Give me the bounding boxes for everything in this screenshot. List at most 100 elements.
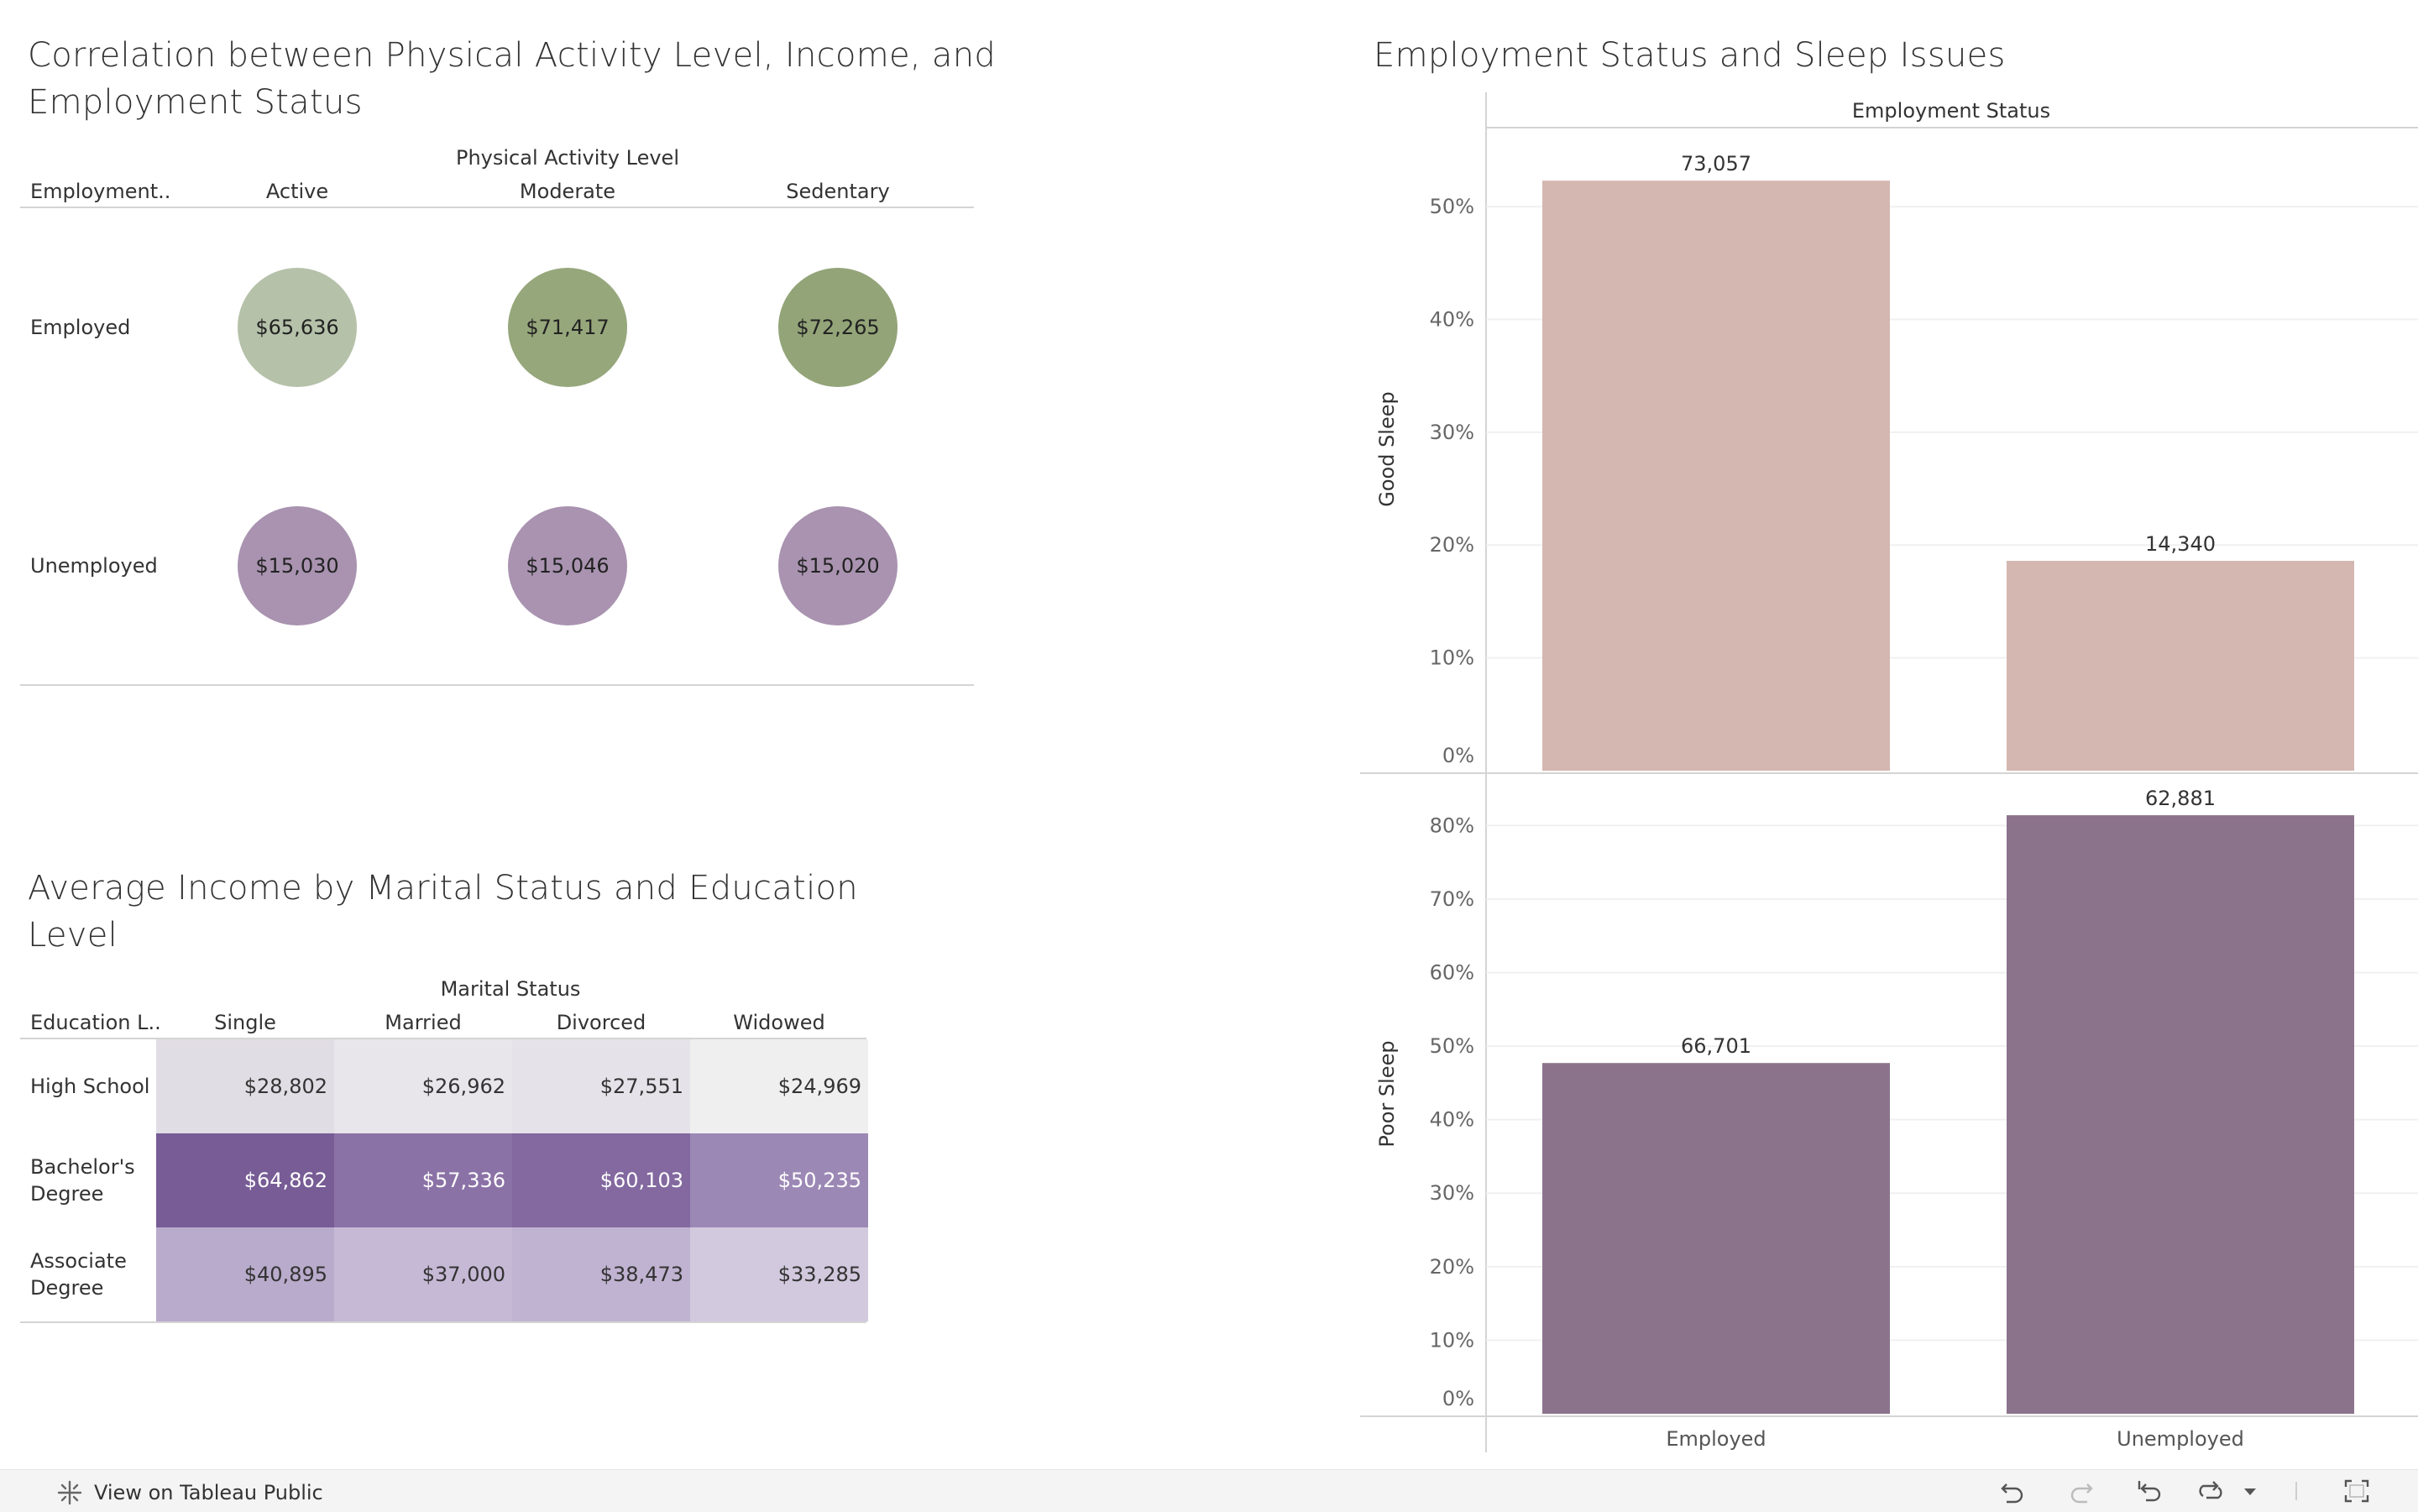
activity-chart-title: Correlation between Physical Activity Le… (28, 32, 996, 126)
y-tick-label: 0% (1442, 744, 1474, 767)
heatmap-row-header: Education L.. (30, 1011, 161, 1034)
heatmap-cell[interactable]: $26,962 (334, 1039, 512, 1133)
bar-value-label: 14,340 (2145, 532, 2216, 556)
y-tick-label: 20% (1430, 1255, 1474, 1279)
heatmap-cell[interactable]: $40,895 (156, 1227, 334, 1321)
income-bubble[interactable]: $15,020 (778, 506, 898, 625)
heatmap-cell[interactable]: $38,473 (512, 1227, 690, 1321)
dropdown-icon[interactable] (2240, 1478, 2260, 1504)
income-bubble[interactable]: $15,046 (508, 506, 627, 625)
activity-chart-title-line2: Employment Status (28, 83, 363, 122)
activity-column-group-header: Physical Activity Level (456, 146, 679, 170)
sleep-bar (1542, 1063, 1890, 1414)
fullscreen-icon[interactable] (2342, 1478, 2371, 1504)
activity-column-header: Moderate (519, 180, 616, 203)
y-axis-title: Good Sleep (1375, 391, 1399, 507)
activity-row-label: Employed (30, 316, 131, 339)
heatmap-row-label: Bachelor's Degree (30, 1154, 135, 1207)
activity-row-header: Employment.. (30, 180, 171, 203)
bar-value-label: 66,701 (1681, 1034, 1751, 1058)
activity-column-header: Sedentary (786, 180, 890, 203)
heatmap-header-divider (20, 1038, 866, 1039)
income-bubble[interactable]: $65,636 (238, 268, 357, 387)
heatmap-bottom-divider (20, 1321, 866, 1323)
heatmap-cell-value: $60,103 (599, 1169, 683, 1192)
heatmap-cell-value: $33,285 (777, 1263, 861, 1286)
view-on-tableau-public-link[interactable]: View on Tableau Public (55, 1478, 323, 1507)
heatmap-cell[interactable]: $27,551 (512, 1039, 690, 1133)
heatmap-cell-value: $27,551 (599, 1075, 683, 1098)
revert-icon[interactable] (2136, 1478, 2164, 1504)
heatmap-row-label: High School (30, 1073, 149, 1100)
employment-status-axis-header: Employment Status (1852, 99, 2050, 123)
x-category-label: Employed (1666, 1427, 1766, 1451)
bar-value-label: 73,057 (1681, 152, 1751, 175)
heatmap-cell[interactable]: $24,969 (690, 1039, 868, 1133)
heatmap-row-label-line2: Degree (30, 1182, 104, 1206)
y-tick-label: 70% (1430, 887, 1474, 911)
y-tick-label: 30% (1430, 421, 1474, 444)
footer-separator (2295, 1482, 2297, 1500)
income-bubble[interactable]: $15,030 (238, 506, 357, 625)
heatmap-column-header: Widowed (733, 1011, 825, 1034)
sleep-bar (1542, 180, 1890, 772)
y-tick-label: 50% (1430, 195, 1474, 218)
heatmap-cell[interactable]: $57,336 (334, 1133, 512, 1227)
heatmap-cell-value: $40,895 (243, 1263, 327, 1286)
activity-row-label: Unemployed (30, 554, 158, 578)
heatmap-cell[interactable]: $50,235 (690, 1133, 868, 1227)
activity-header-divider (20, 207, 974, 208)
y-tick-label: 10% (1430, 1328, 1474, 1352)
heatmap-cell-value: $37,000 (421, 1263, 505, 1286)
y-tick-label: 60% (1430, 960, 1474, 984)
activity-chart-title-line1: Correlation between Physical Activity Le… (28, 36, 997, 75)
y-tick-label: 40% (1430, 307, 1474, 331)
heatmap-cell[interactable]: $33,285 (690, 1227, 868, 1321)
heatmap-column-header: Divorced (556, 1011, 646, 1034)
bubble-value: $72,265 (796, 316, 880, 339)
bubble-value: $71,417 (526, 316, 610, 339)
y-tick-label: 0% (1442, 1387, 1474, 1410)
heatmap-cell[interactable]: $28,802 (156, 1039, 334, 1133)
heatmap-column-header: Married (385, 1011, 462, 1034)
heatmap-cell[interactable]: $37,000 (334, 1227, 512, 1321)
heatmap-row-label: Associate Degree (30, 1248, 127, 1301)
heatmap-cell-value: $50,235 (777, 1169, 861, 1192)
undo-icon[interactable] (1998, 1478, 2027, 1504)
bubble-value: $65,636 (255, 316, 339, 339)
income-heatmap-title-line1: Average Income by Marital Status and Edu… (28, 869, 858, 908)
bubble-value: $15,030 (255, 554, 339, 578)
y-tick-label: 40% (1430, 1108, 1474, 1132)
y-tick-label: 20% (1430, 533, 1474, 557)
heatmap-cell[interactable]: $60,103 (512, 1133, 690, 1227)
sleep-chart-title: Employment Status and Sleep Issues (1374, 36, 2006, 75)
heatmap-cell-value: $64,862 (243, 1169, 327, 1192)
bar-value-label: 62,881 (2145, 787, 2216, 810)
heatmap-column-header: Single (214, 1011, 276, 1034)
bubble-value: $15,046 (526, 554, 610, 578)
y-tick-label: 80% (1430, 814, 1474, 837)
sleep-bar (2007, 561, 2354, 771)
heatmap-cell-value: $26,962 (421, 1075, 505, 1098)
heatmap-cell-value: $24,969 (777, 1075, 861, 1098)
y-axis-title: Poor Sleep (1375, 1040, 1399, 1147)
y-tick-label: 30% (1430, 1181, 1474, 1205)
heatmap-cell[interactable]: $64,862 (156, 1133, 334, 1227)
heatmap-row-label-line2: Degree (30, 1276, 104, 1300)
heatmap-cell-value: $57,336 (421, 1169, 505, 1192)
refresh-icon[interactable] (2196, 1478, 2225, 1504)
redo-icon[interactable] (2067, 1478, 2096, 1504)
heatmap-cell-value: $28,802 (243, 1075, 327, 1098)
tableau-footer: View on Tableau Public (0, 1469, 2418, 1512)
sleep-bar (2007, 815, 2354, 1414)
heatmap-cell-value: $38,473 (599, 1263, 683, 1286)
heatmap-row-label-line1: Associate (30, 1249, 127, 1273)
sleep-bar-chart: Employment Status 0% 10% 20% 30% 40% 50% Good … (1360, 92, 2418, 1452)
tableau-logo-icon (57, 1480, 82, 1505)
activity-bottom-divider (20, 684, 974, 686)
income-bubble[interactable]: $71,417 (508, 268, 627, 387)
heatmap-row-label-line1: High School (30, 1075, 150, 1098)
income-bubble[interactable]: $72,265 (778, 268, 898, 387)
y-tick-label: 50% (1430, 1034, 1474, 1058)
x-category-label: Unemployed (2117, 1427, 2244, 1451)
